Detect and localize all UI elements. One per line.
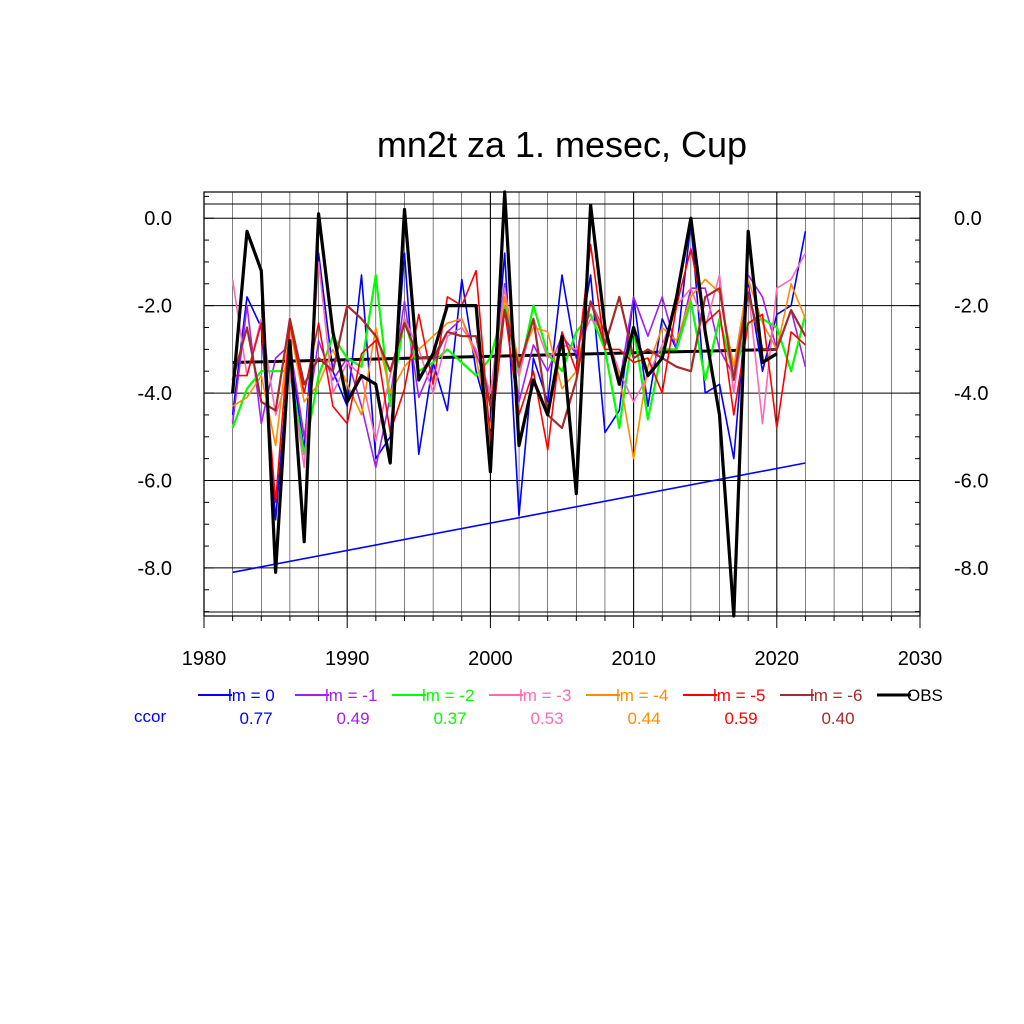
y-tick-label-left: -2.0 (138, 296, 172, 318)
tick-labels: 0.0 0.0 -2.0 -2.0 -4.0 -4.0 -6.0 -6.0 -8.0 -8.0 19… (138, 208, 989, 670)
x-tick-label: 2000 (468, 648, 513, 670)
axes (203, 191, 921, 628)
legend-label: OBS (907, 686, 943, 705)
ccor-value: 0.49 (336, 709, 369, 728)
y-tick-label-right: -4.0 (954, 383, 988, 405)
legend-label: lm = 0 (228, 686, 275, 705)
grid (203, 192, 921, 616)
legend-label: lm = -4 (616, 686, 668, 705)
x-tick-label: 2010 (611, 648, 656, 670)
series-line (231, 287, 807, 430)
legend: lm = 0 0.77 lm = -1 0.49 lm = -2 0.37 lm = -3 0… (198, 686, 943, 728)
series-line (231, 252, 807, 469)
ccor-value: 0.59 (724, 709, 757, 728)
y-tick-label-left: -6.0 (138, 470, 172, 492)
y-tick-label-right: -8.0 (954, 558, 988, 580)
x-tick-label: 1980 (182, 648, 227, 670)
plot-frame (203, 191, 921, 617)
y-tick-label-right: 0.0 (954, 208, 982, 230)
y-tick-label-left: 0.0 (144, 208, 172, 230)
ccor-value: 0.77 (239, 709, 272, 728)
series-line (232, 243, 806, 504)
ccor-label: ccor (134, 707, 166, 726)
series-lines (231, 190, 807, 618)
y-tick-label-right: -2.0 (954, 296, 988, 318)
y-tick-label-left: -4.0 (138, 383, 172, 405)
x-tick-label: 2030 (898, 648, 943, 670)
ccor-value: 0.37 (433, 709, 466, 728)
y-tick-label-left: -8.0 (138, 558, 172, 580)
chart-title: mn2t za 1. mesec, Cup (377, 124, 747, 165)
legend-label: lm = -3 (519, 686, 571, 705)
ccor-value: 0.44 (627, 709, 660, 728)
y-tick-label-right: -6.0 (954, 470, 988, 492)
x-tick-label: 2020 (755, 648, 800, 670)
series-line (231, 190, 778, 618)
legend-label: lm = -1 (325, 686, 377, 705)
legend-label: lm = -5 (713, 686, 765, 705)
series-line (231, 221, 807, 521)
trend-line (232, 462, 806, 574)
x-tick-label: 1990 (325, 648, 370, 670)
ccor-value: 0.53 (530, 709, 563, 728)
legend-label: lm = -2 (422, 686, 474, 705)
legend-label: lm = -6 (810, 686, 862, 705)
ccor-value: 0.40 (821, 709, 854, 728)
